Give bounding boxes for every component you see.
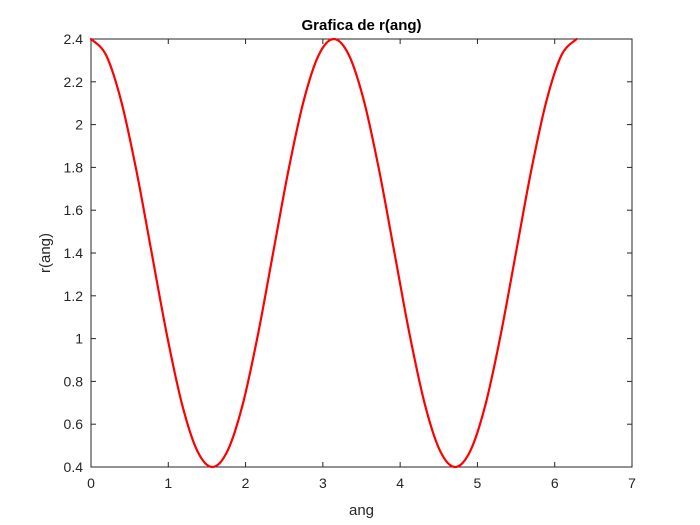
- y-tick-label: 0.8: [64, 373, 84, 389]
- y-axis-label: r(ang): [37, 233, 54, 273]
- x-axis-label: ang: [349, 502, 374, 519]
- y-tick-label: 1.6: [64, 202, 84, 218]
- series-layer: [89, 37, 578, 469]
- y-axis: 0.4 0.6 0.8 1 1.2 1.4 1.6 1.8 2 2.2 2.4: [64, 31, 632, 475]
- x-tick-label: 7: [628, 475, 636, 491]
- y-tick-label: 0.4: [64, 459, 84, 475]
- y-tick-label: 1.2: [64, 288, 84, 304]
- y-tick-label: 1: [75, 331, 83, 347]
- y-tick-label: 1.4: [64, 245, 84, 261]
- x-tick-label: 6: [551, 475, 559, 491]
- y-tick-label: 2.4: [64, 31, 84, 47]
- series-line: [89, 37, 578, 469]
- x-tick-label: 5: [474, 475, 482, 491]
- y-tick-label: 2.2: [64, 74, 84, 90]
- y-tick-label: 1.8: [64, 159, 84, 175]
- plot-area: [90, 38, 633, 468]
- x-tick-label: 0: [87, 475, 95, 491]
- y-tick-label: 0.6: [64, 416, 84, 432]
- x-tick-label: 3: [319, 475, 327, 491]
- x-tick-label: 1: [164, 475, 172, 491]
- chart-title: Grafica de r(ang): [301, 17, 421, 34]
- x-tick-label: 2: [242, 475, 250, 491]
- x-axis: 0 1 2 3 4 5 6 7: [87, 39, 636, 491]
- x-tick-label: 4: [396, 475, 404, 491]
- y-tick-label: 2: [75, 117, 83, 133]
